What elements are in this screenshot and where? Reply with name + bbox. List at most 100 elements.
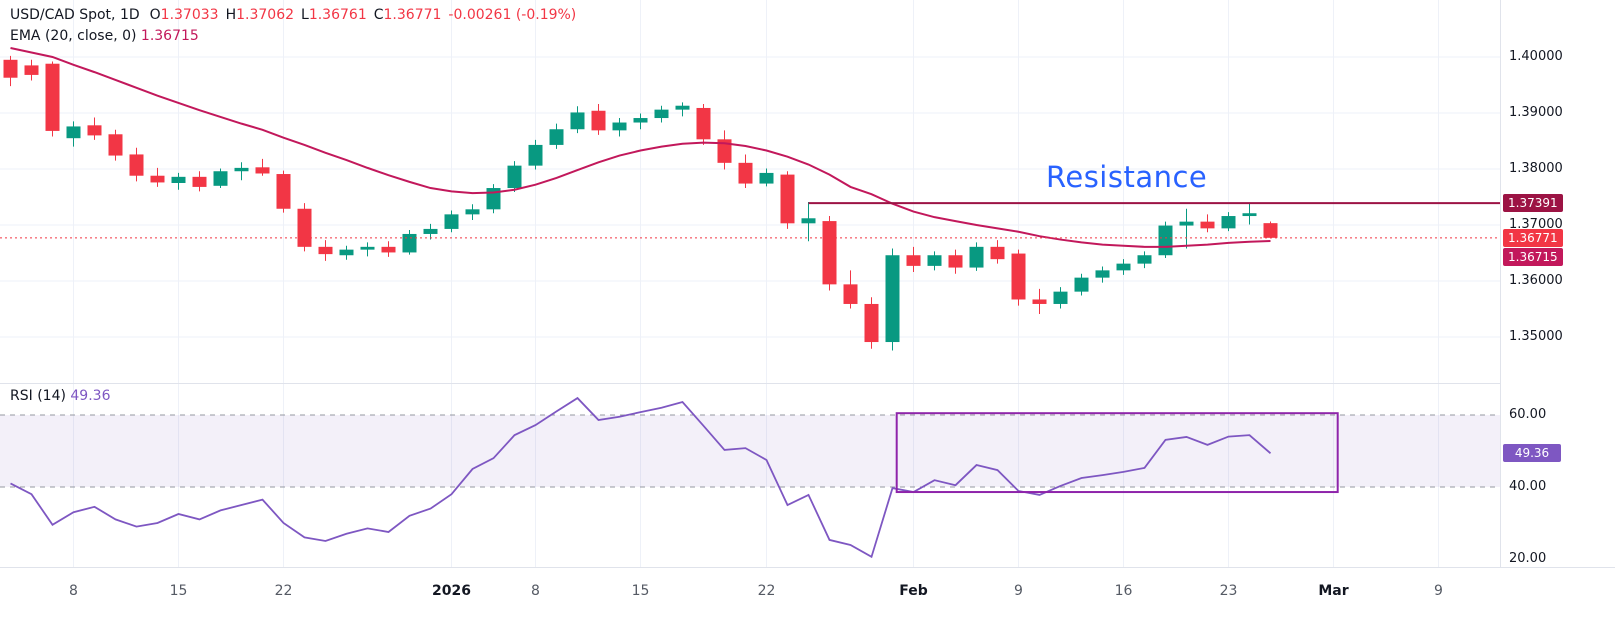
candle-body	[906, 255, 921, 266]
time-tick-label[interactable]: Mar	[1318, 583, 1349, 599]
ema-indicator-name: EMA (20, close, 0)	[10, 28, 137, 44]
time-tick-label[interactable]: 22	[274, 583, 293, 599]
rsi-indicator-value: 49.36	[70, 388, 111, 404]
candle-body	[675, 105, 690, 110]
time-tick-label[interactable]: 8	[69, 583, 78, 599]
rsi-tick-label: 20.00	[1509, 551, 1547, 566]
candle-body	[129, 154, 144, 176]
candle-body	[948, 255, 963, 268]
time-tick-label[interactable]: 8	[531, 583, 540, 599]
candle-body	[843, 284, 858, 304]
candle-body	[696, 107, 711, 140]
open-value: 1.37033	[160, 7, 219, 23]
time-tick-label[interactable]: 9	[1014, 583, 1023, 599]
ema-value-badge[interactable]: 1.36715	[1503, 247, 1563, 266]
candle-body	[1158, 225, 1173, 256]
candle-body	[822, 221, 837, 285]
rsi-value-badge[interactable]: 49.36	[1503, 444, 1561, 463]
candle-body	[465, 209, 480, 215]
ema-legend[interactable]: EMA (20, close, 0) 1.36715	[10, 28, 199, 44]
candle-body	[45, 63, 60, 131]
time-tick-label[interactable]: Feb	[899, 583, 928, 599]
candle-body	[1200, 221, 1215, 229]
candle-body	[297, 208, 312, 247]
rsi-legend[interactable]: RSI (14) 49.36	[10, 388, 110, 404]
pane-separator[interactable]	[0, 383, 1615, 384]
candle-body	[3, 59, 18, 78]
high-value: 1.37062	[236, 7, 295, 23]
candle-body	[969, 246, 984, 268]
candle-body	[1116, 263, 1131, 271]
last-price-badge[interactable]: 1.36771	[1503, 228, 1563, 247]
time-tick-label[interactable]: 23	[1219, 583, 1238, 599]
candle-body	[1137, 255, 1152, 264]
candle-body	[1242, 213, 1257, 217]
price-tick-label: 1.40000	[1509, 49, 1563, 64]
candle-body	[570, 112, 585, 130]
candle-body	[864, 303, 879, 343]
price-tick-label: 1.36000	[1509, 273, 1563, 288]
candle-body	[612, 122, 627, 131]
candle-body	[234, 167, 249, 172]
time-tick-label[interactable]: 2026	[432, 583, 471, 599]
ema-line[interactable]	[10, 47, 1271, 248]
candle-body	[1074, 277, 1089, 292]
low-value: 1.36761	[308, 7, 367, 23]
candle-body	[423, 228, 438, 234]
candle-body	[1179, 221, 1194, 226]
time-tick-label[interactable]: 22	[757, 583, 776, 599]
high-label: H	[225, 7, 237, 23]
rsi-tick-label: 60.00	[1509, 407, 1547, 422]
candle-body	[213, 171, 228, 186]
rsi-line[interactable]	[10, 396, 1272, 559]
candle-body	[1221, 216, 1236, 229]
symbol-title[interactable]: USD/CAD Spot, 1D	[10, 7, 140, 23]
candle-body	[780, 174, 795, 224]
time-tick-label[interactable]: 15	[169, 583, 188, 599]
resistance-price-badge[interactable]: 1.37391	[1503, 194, 1563, 213]
rsi-indicator-name: RSI (14)	[10, 388, 66, 404]
price-tick-label: 1.39000	[1509, 105, 1563, 120]
open-label: O	[149, 7, 161, 23]
candle-body	[339, 249, 354, 256]
candle-body	[927, 255, 942, 266]
candle-body	[171, 176, 186, 183]
candle-body	[591, 110, 606, 131]
candle-body	[87, 125, 102, 136]
candle-body	[381, 246, 396, 253]
candle-body	[444, 214, 459, 229]
rsi-box-annotation[interactable]	[895, 412, 1339, 494]
candle-body	[66, 126, 81, 139]
candle-body	[549, 129, 564, 145]
time-tick-label[interactable]: 16	[1114, 583, 1133, 599]
candle-body	[1011, 253, 1026, 300]
price-tick-label: 1.38000	[1509, 161, 1563, 176]
candle-body	[801, 218, 816, 224]
close-label: C	[373, 7, 384, 23]
candle-body	[633, 118, 648, 123]
candle-body	[885, 255, 900, 343]
symbol-legend: USD/CAD Spot, 1D O1.37033 H1.37062 L1.36761…	[10, 7, 576, 23]
time-tick-label[interactable]: 15	[631, 583, 650, 599]
candle-body	[717, 139, 732, 163]
candle-body	[507, 165, 522, 189]
resistance-annotation-label[interactable]: Resistance	[1046, 160, 1208, 194]
candle-body	[318, 246, 333, 255]
candle-body	[759, 172, 774, 184]
candle-body	[738, 162, 753, 184]
main-chart-canvas[interactable]	[0, 0, 1500, 567]
price-axis[interactable]: 1.40000 1.39000 1.38000 1.37000 1.36000 1.350…	[1500, 0, 1615, 567]
change-value: -0.00261 (-0.19%)	[448, 7, 577, 23]
time-tick-label[interactable]: 9	[1434, 583, 1443, 599]
candle-body	[1263, 223, 1278, 238]
candle-body	[255, 167, 270, 174]
candle-body	[654, 109, 669, 119]
candle-body	[990, 246, 1005, 260]
candle-body	[360, 246, 375, 250]
time-axis[interactable]: 8 15 22 2026 8 15 22 Feb 9 16 23 Mar 9	[0, 567, 1615, 621]
ema-indicator-value: 1.36715	[140, 28, 199, 44]
candle-body	[108, 134, 123, 156]
low-label: L	[301, 7, 309, 23]
candle-body	[402, 233, 417, 253]
